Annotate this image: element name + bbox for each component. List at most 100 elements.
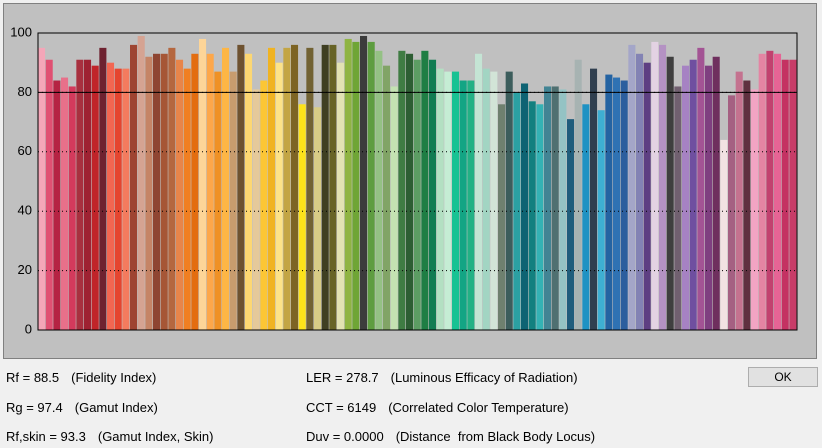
bar	[436, 68, 444, 330]
bar	[751, 89, 759, 331]
bar	[53, 80, 61, 331]
bar	[160, 53, 168, 330]
bar	[344, 38, 352, 330]
bar	[597, 110, 605, 330]
metric-label: CCT = 6149	[306, 400, 377, 415]
bar	[329, 44, 337, 330]
bar	[413, 59, 421, 330]
bar	[689, 59, 697, 330]
bar	[114, 68, 122, 330]
bar	[766, 50, 774, 330]
bar	[521, 83, 529, 331]
bar	[429, 59, 437, 330]
bar	[145, 56, 153, 330]
bar	[613, 77, 621, 330]
bar	[398, 50, 406, 330]
bar	[360, 35, 368, 330]
bar	[122, 68, 130, 330]
bar	[245, 53, 253, 330]
metric-description: (Fidelity Index)	[71, 370, 157, 385]
bar	[222, 47, 230, 330]
bar	[758, 53, 766, 330]
bar	[107, 62, 115, 330]
bar	[390, 86, 398, 331]
bar	[651, 41, 659, 330]
y-tick-label: 80	[18, 84, 32, 99]
bar	[728, 95, 736, 331]
bar	[720, 139, 728, 330]
bar	[536, 104, 544, 330]
bar	[452, 71, 460, 331]
bar	[38, 47, 46, 330]
bar	[206, 53, 214, 330]
bar	[774, 53, 782, 330]
bar	[459, 80, 467, 331]
bar	[490, 71, 498, 331]
y-tick-label: 40	[18, 203, 32, 218]
bar	[605, 74, 613, 330]
bar	[682, 65, 690, 331]
metric-description: (Correlated Color Temperature)	[388, 400, 569, 415]
bar	[712, 56, 720, 330]
bar	[628, 44, 636, 330]
bar	[283, 47, 291, 330]
metric: Rg = 97.4 (Gamut Index)	[6, 400, 170, 415]
metric-description: (Luminous Efficacy of Radiation)	[390, 370, 578, 385]
bar	[482, 68, 490, 330]
bar	[659, 44, 667, 330]
bar	[45, 59, 53, 330]
metric-label: LER = 278.7	[306, 370, 379, 385]
bar	[544, 86, 552, 331]
bar	[528, 101, 536, 330]
metric: Duv = 0.0000 (Distance from Black Body Lo…	[306, 429, 607, 444]
ok-button[interactable]: OK	[748, 367, 818, 387]
metric-label: Duv = 0.0000	[306, 429, 384, 444]
chart-panel: 0 20 40 60 80 100	[3, 3, 817, 359]
bar	[513, 92, 521, 331]
bar	[475, 53, 483, 330]
bar	[735, 71, 743, 331]
metric: Rf = 88.5 (Fidelity Index)	[6, 370, 168, 385]
bar	[68, 86, 76, 331]
bar	[590, 68, 598, 330]
bar	[498, 104, 506, 330]
bar	[237, 44, 245, 330]
bar	[291, 44, 299, 330]
bar	[199, 38, 207, 330]
metric-label: Rg = 97.4	[6, 400, 63, 415]
bar	[91, 65, 99, 331]
bar	[551, 86, 559, 331]
metric-label: Rf = 88.5	[6, 370, 60, 385]
bar	[559, 89, 567, 331]
bar	[337, 62, 345, 330]
bar	[229, 71, 237, 331]
bar	[582, 104, 590, 330]
y-tick-label: 100	[10, 24, 32, 39]
bar	[252, 89, 260, 331]
bar	[268, 47, 276, 330]
bar	[636, 53, 644, 330]
bar	[183, 68, 191, 330]
bar	[176, 59, 184, 330]
metric: CCT = 6149 (Correlated Color Temperature)	[306, 400, 581, 415]
bar	[567, 119, 575, 330]
bar	[214, 71, 222, 331]
bar	[789, 59, 797, 330]
metric-label: Rf,skin = 93.3	[6, 429, 86, 444]
bar	[383, 65, 391, 331]
bar	[781, 59, 789, 330]
bar	[406, 53, 414, 330]
bar	[76, 59, 84, 330]
metric-description: (Gamut Index)	[74, 400, 158, 415]
bar	[574, 59, 582, 330]
bar	[743, 80, 751, 331]
bar	[643, 62, 651, 330]
plot-frame	[37, 32, 798, 331]
bar	[275, 62, 283, 330]
metric-description: (Distance from Black Body Locus)	[395, 429, 596, 444]
chart: 0 20 40 60 80 100	[10, 24, 798, 336]
metric: Rf,skin = 93.3 (Gamut Index, Skin)	[6, 429, 225, 444]
bar	[99, 47, 107, 330]
bar	[130, 44, 138, 330]
